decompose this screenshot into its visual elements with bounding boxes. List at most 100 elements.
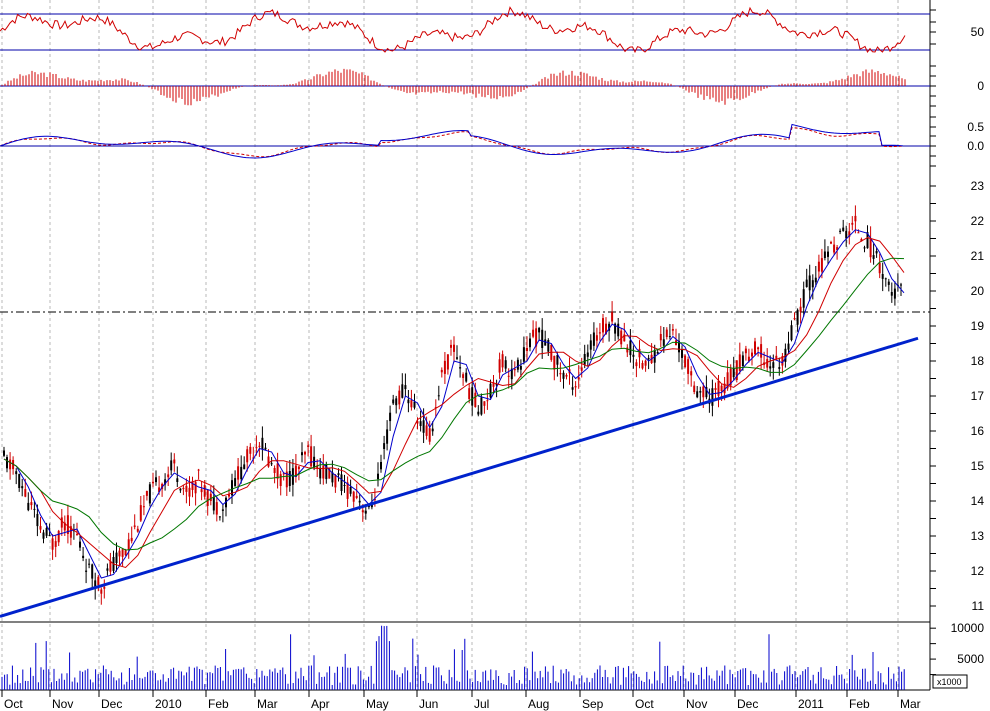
candle-body (860, 239, 863, 242)
x-tick-label: Feb (208, 697, 229, 711)
candle-body (225, 497, 227, 508)
candle-body (671, 329, 674, 331)
candle-body (164, 479, 167, 485)
candle-body (553, 355, 556, 370)
candle-body (240, 466, 243, 480)
candle-body (571, 387, 574, 390)
candle-body (757, 347, 760, 350)
candle-body (665, 329, 668, 337)
candle-body (474, 392, 477, 407)
candle-body (547, 340, 550, 352)
candle-body (498, 359, 501, 373)
candle-body (635, 362, 638, 367)
candle-body (854, 215, 857, 222)
candle-body (103, 586, 106, 589)
candle-body (401, 384, 404, 398)
candle-body (349, 487, 352, 494)
candle-body (340, 474, 343, 491)
volume-tick-label: 5000 (957, 652, 984, 666)
candle-body (486, 400, 489, 402)
candle-body (678, 340, 680, 353)
candle-body (507, 375, 510, 377)
candle-body (173, 459, 176, 464)
candle-body (790, 325, 793, 341)
candle-body (124, 550, 127, 556)
candle-body (541, 329, 544, 348)
price-tick-label: 15 (971, 459, 985, 473)
candle-body (878, 263, 881, 274)
candle-body (772, 362, 775, 368)
candle-body (182, 487, 185, 490)
candle-body (249, 446, 252, 454)
time-gridlines (1, 0, 899, 690)
price-tick-label: 16 (971, 424, 985, 438)
candle-body (659, 334, 662, 341)
candle-body (662, 339, 665, 346)
candle-body (377, 473, 379, 480)
candle-body (471, 387, 474, 406)
candle-body (796, 309, 799, 325)
candle-body (380, 462, 382, 470)
candle-body (465, 372, 468, 382)
candle-body (629, 340, 632, 356)
ma-long (3, 257, 905, 551)
candle-body (450, 344, 452, 348)
candle-body (291, 468, 294, 485)
candle-body (483, 401, 486, 406)
candle-body (57, 530, 60, 543)
candle-body (109, 560, 112, 572)
candle-body (148, 484, 151, 504)
candle-body (285, 471, 288, 488)
candle-body (264, 447, 267, 450)
candle-body (118, 550, 121, 557)
price-tick-label: 13 (971, 529, 985, 543)
candle-body (519, 366, 522, 370)
candle-body (234, 478, 237, 487)
ma-short (3, 229, 905, 579)
candle-body (243, 464, 246, 470)
candle-body (535, 328, 538, 347)
candle-body (133, 525, 136, 527)
candle-body (121, 549, 124, 557)
candle-body (793, 318, 796, 320)
candle-body (744, 348, 747, 354)
candle-body (504, 360, 507, 369)
x-tick-label: Mar (900, 697, 921, 711)
candle-body (611, 312, 614, 322)
candle-body (872, 255, 875, 259)
candle-body (288, 471, 291, 486)
candle-body (656, 352, 659, 354)
candle-body (647, 357, 650, 360)
candle-body (699, 391, 702, 393)
candle-body (63, 522, 66, 531)
candle-body (416, 421, 419, 424)
trendline (0, 336, 919, 618)
candle-body (592, 332, 595, 346)
candle-body (392, 399, 395, 404)
candle-body (304, 451, 306, 455)
candle-body (231, 480, 233, 496)
candle-body (729, 368, 732, 386)
candle-body (738, 354, 741, 371)
candle-body (459, 367, 462, 369)
candle-body (608, 323, 611, 331)
price-tick-label: 18 (971, 354, 985, 368)
x-tick-label: Jun (419, 697, 438, 711)
price-tick-label: 14 (971, 494, 985, 508)
candle-body (711, 388, 714, 406)
candle-body (681, 349, 683, 358)
candle-body (319, 467, 322, 479)
candle-body (802, 289, 805, 308)
candle-body (76, 534, 78, 536)
candle-body (839, 230, 842, 232)
candle-body (373, 498, 376, 501)
candle-body (221, 509, 224, 511)
volume-panel (1, 625, 905, 690)
candle-body (39, 526, 42, 530)
x-tick-label: Nov (52, 697, 73, 711)
candle-body (419, 421, 422, 426)
macd-tick-label: 0.0 (967, 139, 984, 153)
candle-body (85, 570, 88, 572)
candle-body (900, 284, 902, 286)
candle-body (842, 227, 845, 231)
